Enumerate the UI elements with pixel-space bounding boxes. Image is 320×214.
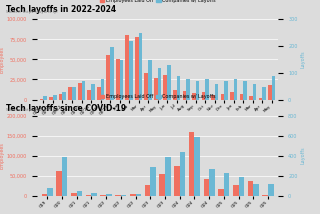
Bar bbox=[135, 194, 141, 196]
Bar bbox=[100, 195, 106, 196]
Bar bbox=[129, 41, 133, 100]
Bar bbox=[234, 79, 237, 100]
Bar bbox=[189, 132, 195, 196]
Bar bbox=[91, 193, 97, 196]
Bar bbox=[239, 177, 244, 196]
Bar bbox=[135, 37, 139, 100]
Bar bbox=[249, 96, 253, 100]
Bar bbox=[116, 59, 120, 100]
Bar bbox=[91, 84, 95, 100]
Bar bbox=[53, 95, 57, 100]
Bar bbox=[82, 81, 85, 100]
Bar bbox=[87, 90, 91, 100]
Bar bbox=[211, 95, 215, 100]
Bar bbox=[272, 76, 275, 100]
Bar bbox=[97, 88, 100, 100]
Bar bbox=[42, 194, 47, 196]
Bar bbox=[125, 35, 129, 100]
Bar bbox=[76, 191, 82, 196]
Bar bbox=[204, 179, 209, 196]
Bar bbox=[150, 167, 156, 196]
X-axis label: Time: Time bbox=[151, 117, 164, 122]
Bar bbox=[154, 78, 158, 100]
Bar bbox=[148, 60, 152, 100]
Bar bbox=[139, 33, 142, 100]
Bar bbox=[164, 76, 167, 100]
Bar bbox=[195, 137, 200, 196]
Y-axis label: Layoffs: Layoffs bbox=[300, 147, 305, 165]
Bar bbox=[40, 99, 44, 100]
Y-axis label: Layoffs: Layoffs bbox=[300, 51, 305, 68]
Bar bbox=[230, 92, 234, 100]
Bar bbox=[215, 84, 218, 100]
Bar bbox=[49, 97, 53, 100]
Bar bbox=[145, 184, 150, 196]
Bar bbox=[209, 169, 215, 196]
Bar bbox=[224, 81, 228, 100]
Bar bbox=[165, 157, 171, 196]
Bar bbox=[240, 94, 243, 100]
Bar bbox=[71, 193, 76, 196]
Text: Tech layoffs since COVID-19: Tech layoffs since COVID-19 bbox=[6, 104, 126, 113]
Legend: Employees Laid Off, Companies w/ Layoffs: Employees Laid Off, Companies w/ Layoffs bbox=[98, 92, 218, 101]
Bar bbox=[186, 79, 190, 100]
Bar bbox=[262, 195, 268, 196]
Y-axis label: Employees: Employees bbox=[0, 46, 4, 73]
Bar bbox=[44, 96, 47, 100]
Bar bbox=[173, 90, 177, 100]
Bar bbox=[68, 88, 72, 100]
Bar bbox=[259, 98, 262, 100]
Bar bbox=[174, 166, 180, 196]
Bar bbox=[268, 85, 272, 100]
Bar bbox=[100, 79, 104, 100]
Bar bbox=[47, 188, 53, 196]
Bar bbox=[182, 92, 186, 100]
Bar bbox=[262, 87, 266, 100]
Text: Tech layoffs in 2022-2024: Tech layoffs in 2022-2024 bbox=[6, 5, 116, 14]
Bar bbox=[106, 194, 112, 196]
Legend: Employees Laid Off, Companies w/ Layoffs: Employees Laid Off, Companies w/ Layoffs bbox=[98, 0, 218, 5]
Bar bbox=[159, 174, 165, 196]
Bar bbox=[130, 194, 135, 196]
Bar bbox=[62, 157, 68, 196]
Bar bbox=[121, 195, 126, 196]
Bar bbox=[220, 94, 224, 100]
Bar bbox=[205, 79, 209, 100]
Bar bbox=[196, 81, 199, 100]
Bar bbox=[78, 83, 82, 100]
Bar bbox=[144, 73, 148, 100]
Bar bbox=[233, 184, 239, 196]
Bar bbox=[268, 184, 274, 196]
Bar bbox=[120, 60, 123, 100]
Bar bbox=[218, 189, 224, 196]
Bar bbox=[110, 47, 114, 100]
Bar bbox=[248, 181, 253, 196]
Bar bbox=[59, 94, 62, 100]
Y-axis label: Employees: Employees bbox=[0, 142, 4, 169]
Bar bbox=[243, 81, 247, 100]
Bar bbox=[62, 92, 66, 100]
Bar bbox=[72, 87, 76, 100]
Bar bbox=[177, 76, 180, 100]
Bar bbox=[253, 84, 256, 100]
Bar bbox=[202, 92, 205, 100]
Bar bbox=[56, 171, 62, 196]
Bar bbox=[86, 195, 91, 196]
Text: Source: https://layoffs.fyi: Source: https://layoffs.fyi bbox=[6, 108, 58, 112]
Bar bbox=[167, 65, 171, 100]
Bar bbox=[107, 55, 110, 100]
Bar bbox=[180, 152, 185, 196]
Bar bbox=[224, 173, 229, 196]
Bar bbox=[157, 68, 161, 100]
Text: Source: https://layoffs.fyi: Source: https://layoffs.fyi bbox=[6, 10, 58, 14]
Bar bbox=[253, 184, 259, 196]
Bar bbox=[192, 93, 196, 100]
